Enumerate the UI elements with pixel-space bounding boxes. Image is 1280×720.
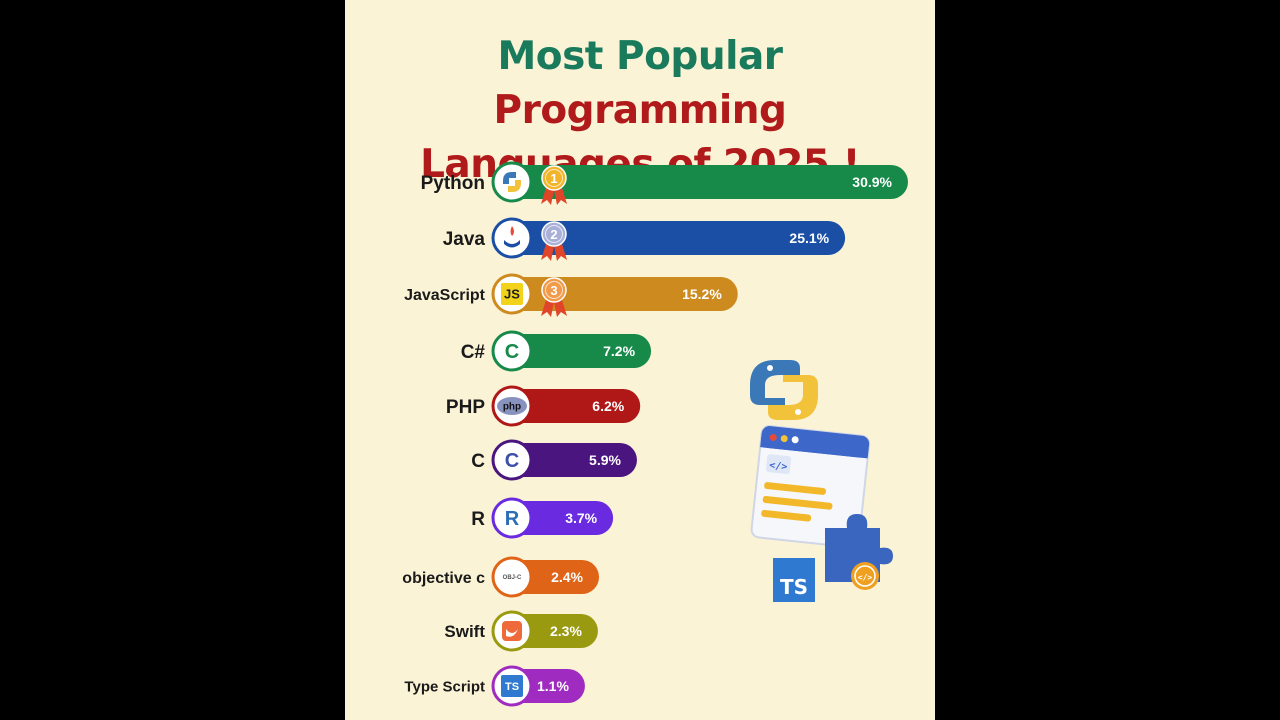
icon-text-objective-c: OBJ-C xyxy=(503,575,522,581)
ts-badge-text: TS xyxy=(780,575,808,599)
objc-icon: OBJ-C xyxy=(491,556,533,598)
illustration: </> TS </> xyxy=(750,360,893,602)
value-label-r: 3.7% xyxy=(565,510,597,526)
c-icon: C xyxy=(491,439,533,481)
bars-group: Python 30.9% Java 25.1% JS JavaScript 15.2% C C#… xyxy=(402,161,908,707)
label-type-script: Type Script xyxy=(404,678,485,695)
python-icon xyxy=(491,161,533,203)
java-icon xyxy=(491,217,533,259)
label-python: Python xyxy=(421,173,485,194)
bar-c xyxy=(505,443,637,477)
ts-icon: TS xyxy=(491,665,533,707)
value-label-javascript: 15.2% xyxy=(682,286,722,302)
medal-3-icon: 3 xyxy=(541,277,567,317)
value-label-c: 5.9% xyxy=(589,452,621,468)
r-icon: R xyxy=(491,497,533,539)
label-javascript: JavaScript xyxy=(404,287,486,304)
code-badge-icon: </> xyxy=(851,562,879,590)
label-r: R xyxy=(471,509,485,530)
value-label-c: 7.2% xyxy=(603,343,635,359)
bar-c xyxy=(505,334,652,368)
svg-text:</>: </> xyxy=(769,460,788,473)
value-label-type-script: 1.1% xyxy=(537,678,569,694)
js-icon: JS xyxy=(491,273,533,315)
swift-icon xyxy=(491,610,533,652)
value-label-objective-c: 2.4% xyxy=(551,569,583,585)
value-label-swift: 2.3% xyxy=(550,623,582,639)
icon-text-type-script: TS xyxy=(505,681,519,693)
medal-number: 2 xyxy=(550,227,557,242)
medal-1-icon: 1 xyxy=(541,165,567,205)
bar-python xyxy=(505,165,908,199)
code-window-icon: </> xyxy=(750,425,871,549)
csharp-icon: C xyxy=(491,330,533,372)
php-icon: php xyxy=(491,385,533,427)
value-label-python: 30.9% xyxy=(852,174,892,190)
value-label-java: 25.1% xyxy=(789,230,829,246)
bar-php xyxy=(505,389,641,423)
value-label-php: 6.2% xyxy=(592,398,624,414)
icon-text-javascript: JS xyxy=(504,287,520,302)
chart-panel: Most Popular Programming Languages of 20… xyxy=(345,0,935,720)
bar-java xyxy=(505,221,846,255)
icon-text-c: C xyxy=(505,341,519,363)
label-php: PHP xyxy=(446,397,485,418)
title-part-1: Most Popular xyxy=(497,34,783,79)
label-c: C# xyxy=(461,342,486,363)
icon-text-r: R xyxy=(505,508,520,530)
medal-number: 3 xyxy=(550,283,557,298)
icon-text-c: C xyxy=(505,450,519,472)
bar-chart: Python 30.9% Java 25.1% JS JavaScript 15.2% C C#… xyxy=(402,161,908,707)
medal-number: 1 xyxy=(550,171,557,186)
label-swift: Swift xyxy=(444,622,485,641)
icon-text-php: php xyxy=(503,402,521,413)
bar-r xyxy=(505,501,614,535)
puzzle-piece-icon xyxy=(825,514,893,582)
label-java: Java xyxy=(443,229,486,250)
title-part-2: Programming xyxy=(493,88,787,133)
label-c: C xyxy=(471,451,485,472)
medal-2-icon: 2 xyxy=(541,221,567,261)
label-objective-c: objective c xyxy=(402,570,485,587)
typescript-badge-icon: TS xyxy=(773,558,815,602)
python-logo-icon xyxy=(750,360,818,420)
code-badge-text: </> xyxy=(858,573,873,582)
